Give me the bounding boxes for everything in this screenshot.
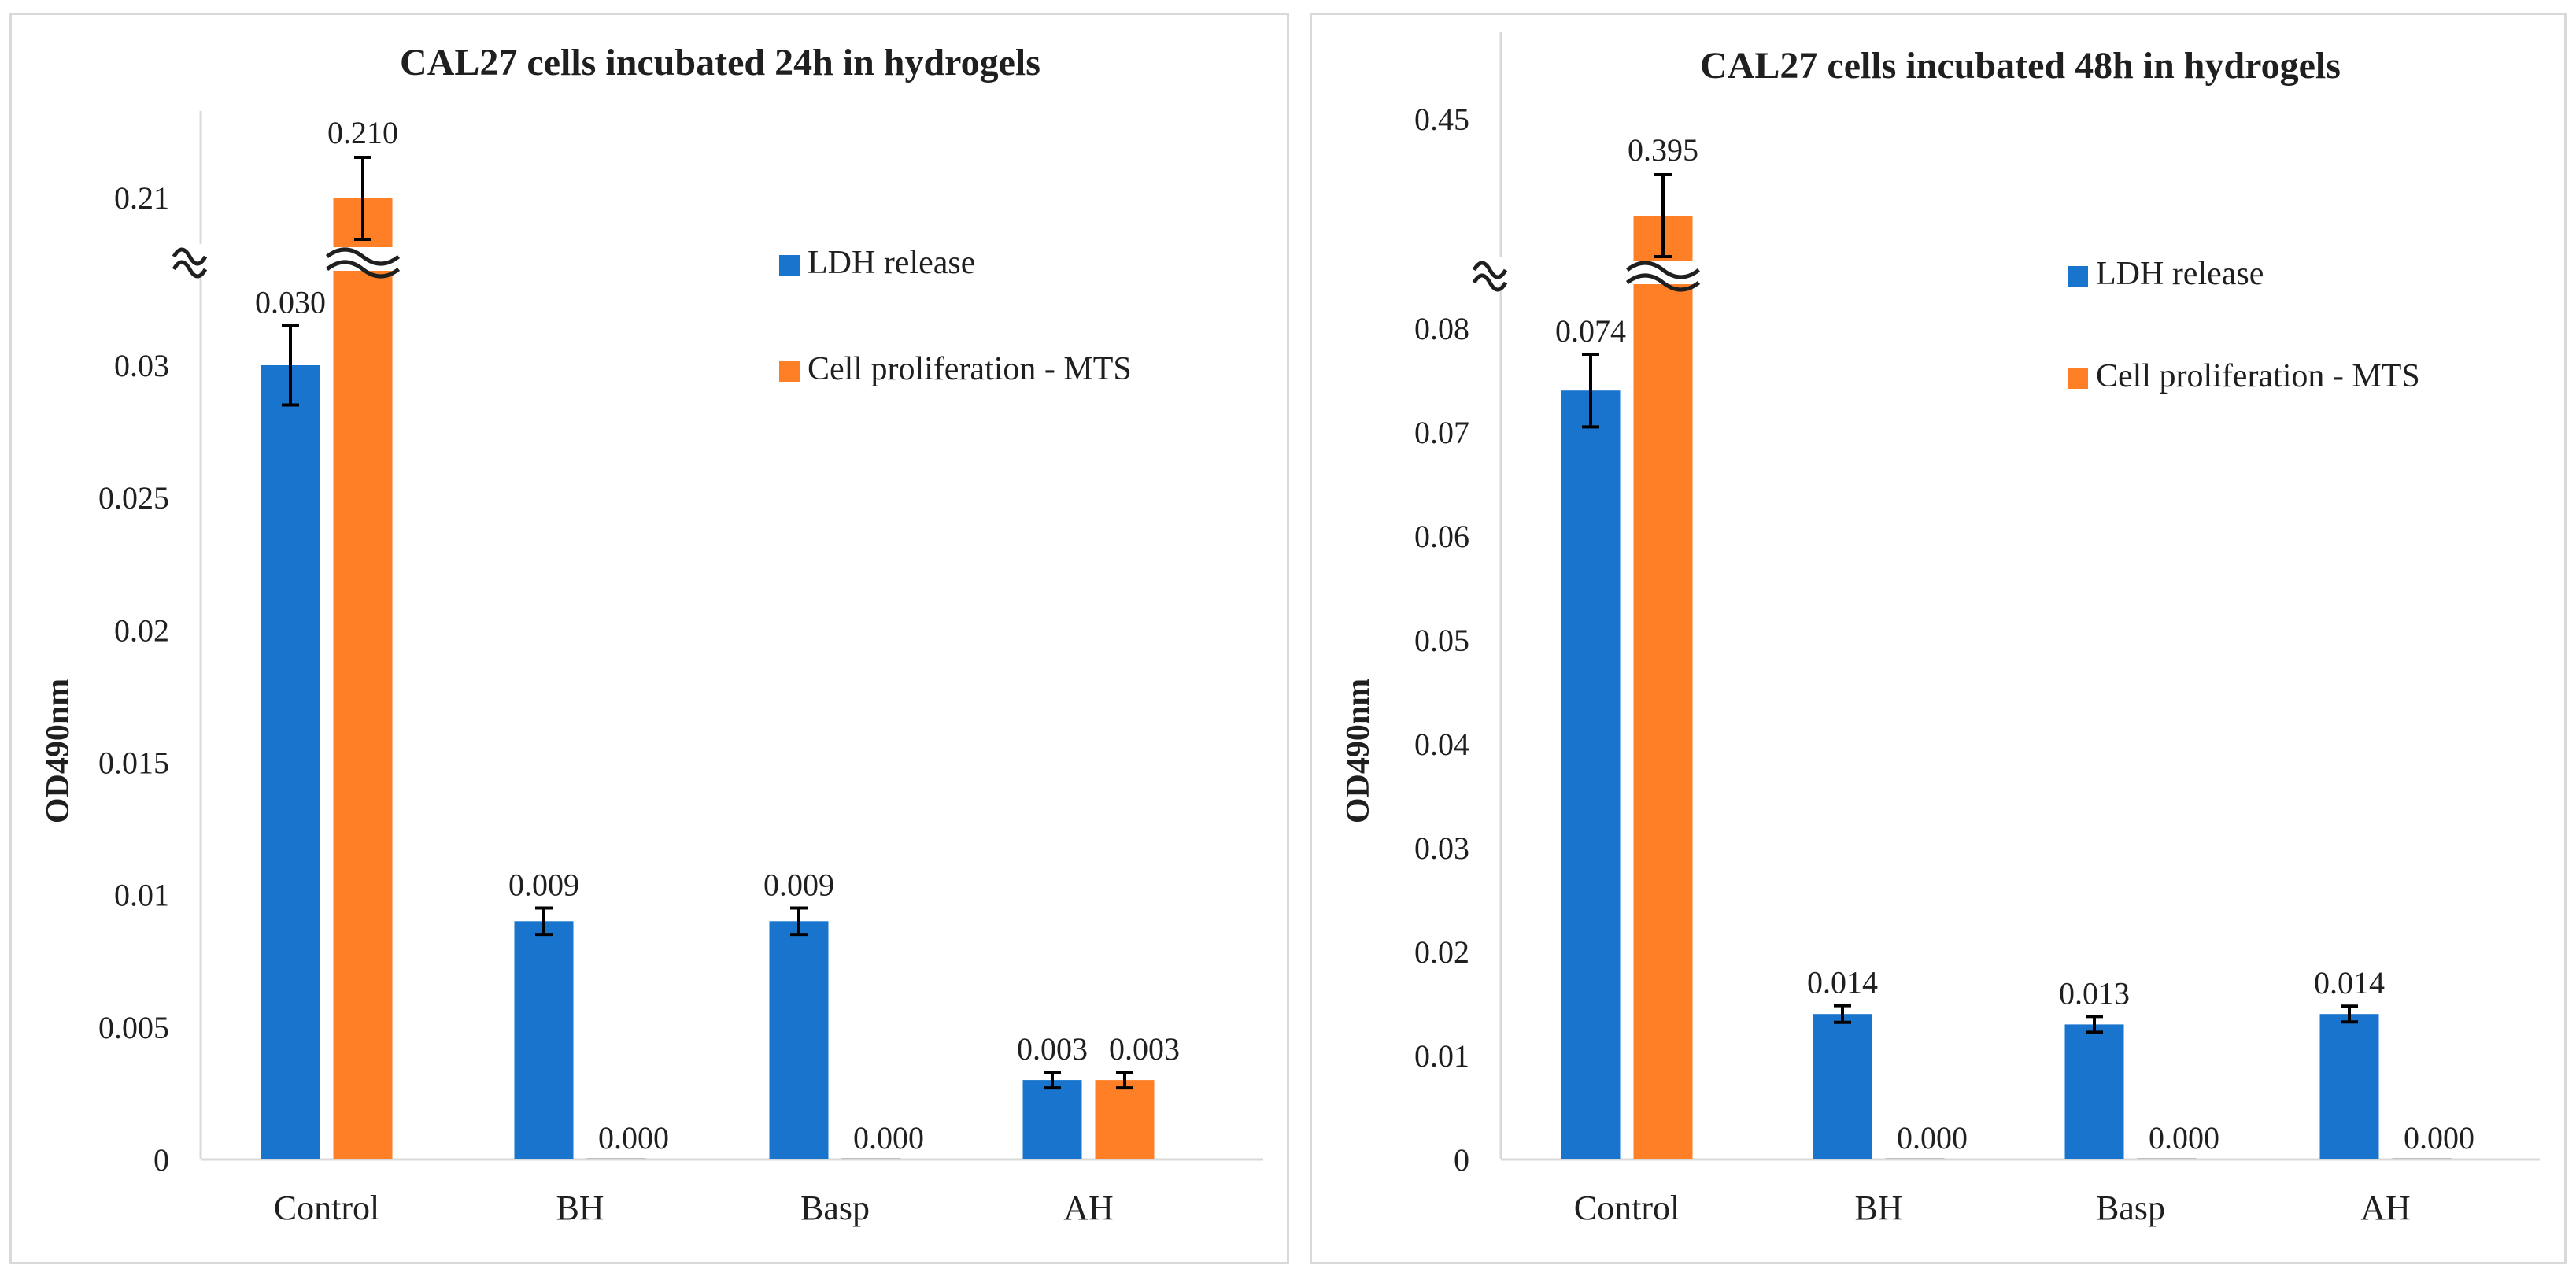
legend-entry: Cell proliferation - MTS [808,351,1132,387]
data-label: 0.003 [1017,1031,1088,1067]
bar [2319,1014,2379,1159]
data-label: 0.000 [2404,1120,2474,1156]
y-tick-label: 0 [1454,1142,1469,1178]
y-tick-label: 0.025 [98,480,169,516]
bar-break-mark [325,247,401,266]
y-tick-label: 0.015 [98,745,169,781]
data-label: 0.000 [1897,1120,1968,1156]
y-axis-label: OD490nm [1340,679,1377,823]
bar-break-mark [1625,261,1701,279]
chart-panel-48h: CAL27 cells incubated 48h in hydrogels OD… [1310,13,2567,1264]
data-label: 0.395 [1628,132,1698,168]
bar [1095,1080,1155,1159]
axis-break-mark [1472,273,1508,292]
bar [2064,1024,2124,1159]
y-tick-label: 0.02 [1414,934,1469,970]
y-tick-label: 0.07 [1414,415,1469,450]
legend-swatch [2068,368,2088,389]
data-label: 0.000 [598,1120,669,1156]
bar-break-mark [1625,273,1701,292]
chart-panel-24h: CAL27 cells incubated 24h in hydrogels OD… [9,13,1289,1264]
data-label: 0.014 [2314,965,2385,1000]
data-label: 0.003 [1109,1031,1180,1067]
bar [1633,216,1693,1159]
bar-break-mark [325,260,401,279]
y-tick-label: 0.06 [1414,519,1469,554]
legend-entry: LDH release [2096,256,2264,292]
category-label: BH [1854,1189,1902,1227]
category-label: Basp [2096,1189,2165,1227]
data-label: 0.210 [327,115,398,150]
category-label: Control [1574,1189,1680,1227]
data-label: 0.013 [2059,975,2130,1011]
y-tick-label: 0.08 [1414,311,1469,346]
bar [2392,1158,2452,1159]
y-axis-label: OD490nm [40,679,76,823]
bar [2137,1158,2197,1159]
data-label: 0.030 [255,285,326,320]
legend-swatch [779,255,800,276]
legend-swatch [779,361,800,382]
y-tick-label: 0.03 [114,348,169,383]
chart-title: CAL27 cells incubated 48h in hydrogels [1700,45,2341,87]
axis-break-mark [172,247,208,266]
data-label: 0.009 [508,867,579,902]
bar [586,1158,646,1159]
data-label: 0.009 [763,867,834,902]
category-label: Control [274,1189,379,1227]
bar [1813,1014,1872,1159]
bar [769,921,829,1159]
bar [1561,390,1621,1159]
bar [841,1158,901,1159]
legend-entry: LDH release [808,245,975,281]
bar [261,365,320,1159]
data-label: 0.000 [853,1120,924,1156]
bar [1022,1080,1082,1159]
legend-entry: Cell proliferation - MTS [2096,358,2420,394]
y-tick-label: 0.03 [1414,830,1469,866]
legend-swatch [2068,266,2088,287]
category-label: AH [2360,1189,2411,1227]
y-tick-label: 0.05 [1414,623,1469,658]
axis-break-mark [172,260,208,279]
y-tick-label: 0.005 [98,1010,169,1045]
data-label: 0.074 [1555,313,1626,349]
axis-break-mark [1472,261,1508,279]
chart-title: CAL27 cells incubated 24h in hydrogels [400,42,1040,83]
y-tick-label: 0.01 [114,878,169,913]
y-tick-label-upper: 0.21 [114,180,169,216]
bar [333,198,393,1159]
category-label: AH [1063,1189,1114,1227]
data-label: 0.014 [1807,965,1878,1000]
category-label: BH [556,1189,604,1227]
chart-24h-svg: CAL27 cells incubated 24h in hydrogels OD… [40,42,1263,1227]
chart-48h-svg: CAL27 cells incubated 48h in hydrogels OD… [1340,32,2540,1227]
data-label: 0.000 [2149,1120,2219,1156]
y-tick-label-upper: 0.45 [1414,102,1469,137]
category-label: Basp [800,1189,870,1227]
bar [514,921,574,1159]
y-tick-label: 0.02 [114,612,169,648]
bar [1885,1158,1945,1159]
y-tick-label: 0.04 [1414,727,1469,762]
y-tick-label: 0.01 [1414,1038,1469,1074]
y-tick-label: 0 [153,1142,169,1178]
